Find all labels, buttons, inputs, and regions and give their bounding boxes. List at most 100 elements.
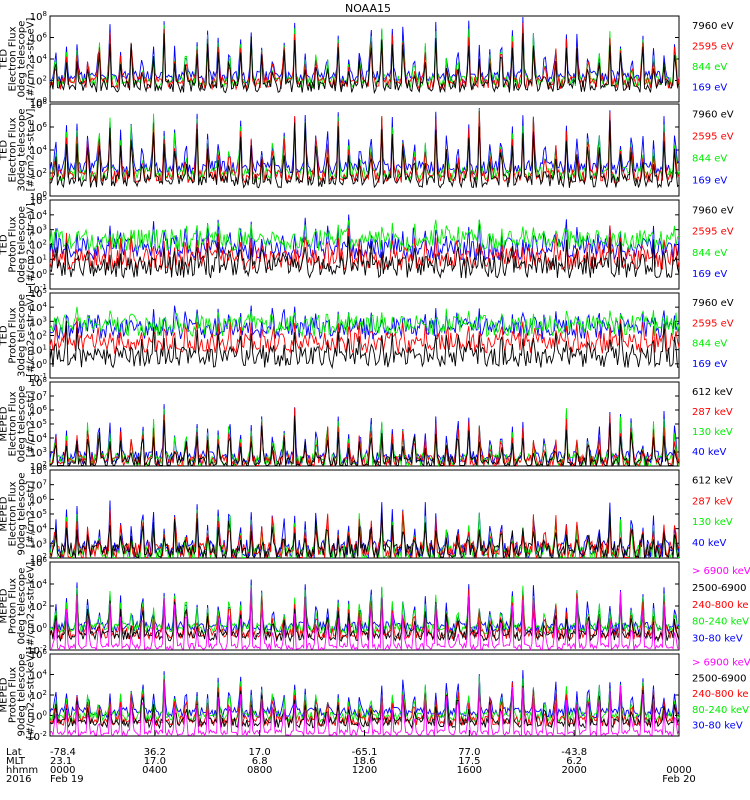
x-tick-label-lat: 17.0 [249, 747, 271, 758]
series-line-green [49, 306, 680, 338]
series-line-black [49, 33, 680, 95]
y-tick-label: 108 [30, 10, 47, 23]
legend-entry: 7960 eV [692, 205, 734, 216]
y-tick-label: 100 [30, 622, 47, 635]
legend-entry: 169 eV [692, 359, 727, 370]
legend-entry: 80-240 keV [692, 617, 749, 628]
y-axis-label: TEDProton Flux0deg telescope[#/cm2-s-str… [0, 203, 37, 286]
y-tick-label: 104 [30, 578, 48, 591]
y-tick-label: 105 [30, 194, 47, 207]
y-tick-label: 106 [30, 121, 48, 134]
y-tick-label: 102 [30, 75, 47, 88]
y-tick-label: 103 [30, 446, 47, 459]
legend-entry: 80-240 keV [692, 705, 749, 716]
y-tick-label: 10-1 [27, 283, 47, 296]
y-tick-label: 103 [30, 537, 47, 550]
y-tick-label: 106 [30, 404, 48, 417]
legend-entry: 287 keV [692, 407, 733, 418]
y-tick-label: 103 [30, 315, 47, 328]
x-row-label: MLT [6, 756, 26, 767]
series-line-magenta [49, 587, 680, 652]
x-tick-label-date: Feb 19 [50, 774, 84, 785]
y-tick-label: 106 [30, 32, 48, 45]
legend-entry: 7960 eV [692, 21, 734, 32]
x-tick-label-hhmm: 0000 [666, 765, 691, 776]
y-tick-label: 105 [30, 287, 47, 300]
y-tick-label: 100 [30, 190, 47, 203]
x-tick-label-mlt: 17.5 [458, 756, 480, 767]
y-tick-label: 108 [30, 464, 47, 477]
legend-entry: 844 eV [692, 339, 727, 350]
x-tick-label-hhmm: 0400 [142, 765, 167, 776]
x-tick-label-date: Feb 20 [662, 774, 696, 785]
legend-entry: > 6900 keV [692, 658, 750, 669]
y-tick-label: 104 [30, 209, 48, 222]
y-tick-label: 10-2 [27, 730, 47, 743]
y-tick-label: 102 [30, 689, 47, 702]
y-tick-label: 103 [30, 224, 47, 237]
legend-entry: 612 keV [692, 387, 733, 398]
x-tick-label-hhmm: 0800 [247, 765, 272, 776]
legend-entry: 2595 eV [692, 132, 734, 143]
x-tick-label-mlt: 6.2 [566, 756, 582, 767]
legend-entry: 169 eV [692, 269, 727, 280]
x-tick-label-mlt: 18.6 [353, 756, 375, 767]
y-axis-label: MEPEDElectron Flux90deg telescope[#/cm2-… [0, 472, 37, 555]
y-tick-label: 105 [30, 418, 47, 431]
y-tick-label: 104 [30, 301, 48, 314]
legend-entry: 40 keV [692, 447, 726, 458]
legend-entry: 130 keV [692, 517, 733, 528]
y-tick-label: 106 [30, 493, 48, 506]
legend-entry: 2595 eV [692, 42, 734, 53]
series-line-black [49, 120, 680, 189]
legend-entry: 169 eV [692, 175, 727, 186]
y-axis-label: TEDElectron Flux0deg telescope[#/cm2-s-s… [0, 18, 37, 101]
y-tick-label: 104 [30, 669, 48, 682]
y-tick-label: 100 [30, 358, 47, 371]
x-tick-label-lat: -43.8 [561, 747, 587, 758]
series-line-green [49, 108, 680, 183]
y-tick-label: 100 [30, 96, 47, 109]
y-axis-label: TEDElectron Flux30deg telescope[#/cm2-s-… [0, 108, 37, 191]
legend-entry: 2500-6900 [692, 673, 747, 684]
legend-entry: 130 keV [692, 427, 733, 438]
y-tick-label: 108 [30, 376, 47, 389]
legend-entry: 40 keV [692, 538, 726, 549]
y-tick-label: 107 [30, 390, 47, 403]
y-tick-label: 102 [30, 460, 47, 473]
y-tick-label: 104 [30, 144, 48, 157]
y-tick-label: 102 [30, 167, 47, 180]
x-tick-label-lat: 36.2 [144, 747, 166, 758]
legend-entry: 2595 eV [692, 318, 734, 329]
legend-entry: 30-80 keV [692, 721, 743, 732]
y-tick-label: 100 [30, 268, 47, 281]
series-line-blue [49, 670, 680, 719]
x-row-label: Lat [6, 747, 22, 758]
x-tick-label-hhmm: 0000 [50, 765, 75, 776]
y-tick-label: 105 [30, 508, 47, 521]
legend-entry: > 6900 keV [692, 566, 750, 577]
y-tick-label: 102 [30, 330, 47, 343]
y-axis-label: MEPEDElectron Flux0deg telescope[#/cm2-s… [0, 386, 37, 463]
y-tick-label: 101 [30, 253, 47, 266]
legend-entry: 240-800 ke [692, 689, 749, 700]
legend-entry: 2595 eV [692, 227, 734, 238]
y-tick-label: 104 [30, 432, 48, 445]
x-tick-label-lat: -78.4 [50, 747, 76, 758]
series-line-black [49, 236, 680, 279]
series-line-blue [50, 16, 680, 85]
x-tick-label-hhmm: 1200 [352, 765, 377, 776]
x-row-label: 2016 [6, 774, 31, 785]
series-line-green [49, 219, 680, 253]
legend-entry: 287 keV [692, 496, 733, 507]
y-axis-label: MEPEDProton Flux0deg telescope[#/cm2-s-s… [0, 562, 37, 650]
legend-entry: 169 eV [692, 83, 727, 94]
